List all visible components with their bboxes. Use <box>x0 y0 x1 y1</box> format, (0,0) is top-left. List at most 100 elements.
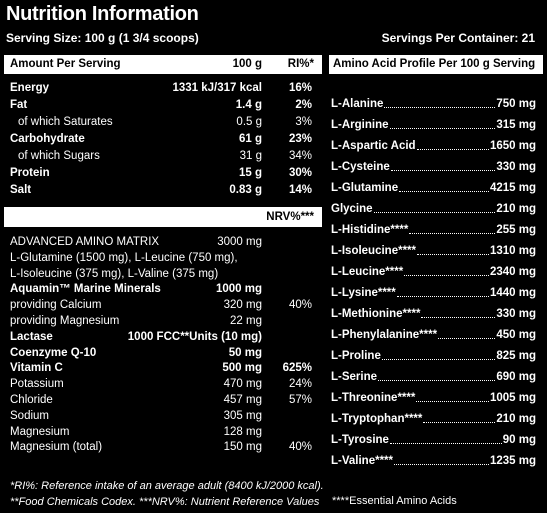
item-amount: 320 mg <box>223 299 262 312</box>
row: Potassium 470 mg 24% <box>10 376 312 392</box>
item-name: providing Magnesium <box>10 315 120 327</box>
item-name: Lactase <box>10 330 53 343</box>
item-name: Chloride <box>10 394 53 406</box>
item-percent: 2% <box>295 99 312 111</box>
leader-dots <box>390 159 496 171</box>
amino-row: L-Lysine**** 1440 mg <box>331 285 536 301</box>
leader-dots <box>416 390 489 402</box>
item-name: Protein <box>10 167 50 179</box>
item-amount: 22 mg <box>230 315 262 327</box>
row: Vitamin C 500 mg 625% <box>10 360 312 376</box>
amino-name: L-Methionine**** <box>331 308 421 320</box>
item-percent: 34% <box>288 150 312 162</box>
item-amount: 1.4 g <box>235 99 262 111</box>
row: Carbohydrate 61 g 23% <box>10 131 312 147</box>
amino-name: L-Proline <box>331 350 381 362</box>
amino-amount: 255 mg <box>496 224 536 236</box>
row: of which Sugars 31 g 34% <box>10 148 312 164</box>
amino-row: L-Glutamine 4215 mg <box>331 180 536 196</box>
item-name: Magnesium <box>10 425 70 438</box>
row: L-Isoleucine (375 mg), L-Valine (375 mg) <box>10 266 312 282</box>
item-amount: 500 mg <box>222 362 262 375</box>
item-percent: 14% <box>288 184 312 196</box>
leader-dots <box>399 180 489 192</box>
amino-name: L-Tyrosine <box>331 434 389 446</box>
amino-row: L-Tyrosine 90 mg <box>331 432 536 448</box>
amino-name: L-Lysine**** <box>331 287 396 299</box>
item-percent: 3% <box>295 116 312 128</box>
amino-amount: 330 mg <box>496 308 536 320</box>
amino-amount: 1650 mg <box>489 140 536 152</box>
row: Energy 1331 kJ/317 kcal 16% <box>10 80 312 96</box>
item-name: ADVANCED AMINO MATRIX <box>10 236 160 248</box>
amino-amount: 750 mg <box>496 98 536 110</box>
amino-row: L-Serine 690 mg <box>331 369 536 385</box>
item-name: Aquamin™ Marine Minerals <box>10 283 161 296</box>
row: Lactase 1000 FCC**Units (10 mg) <box>10 329 312 345</box>
row: Magnesium (total) 150 mg 40% <box>10 439 312 455</box>
item-amount: 0.83 g <box>229 184 262 196</box>
amino-amount: 210 mg <box>496 413 536 425</box>
row: Coenzyme Q-10 50 mg <box>10 345 312 361</box>
item-percent: 40% <box>288 299 312 312</box>
amino-row: L-Arginine 315 mg <box>331 117 536 133</box>
header-percent: RI%* <box>287 58 314 70</box>
row: Protein 15 g 30% <box>10 165 312 181</box>
item-name: Salt <box>10 184 32 196</box>
item-name: L-Glutamine (1500 mg), L-Leucine (750 mg… <box>10 251 238 264</box>
amino-amount: 1235 mg <box>489 455 536 467</box>
row: Salt 0.83 g 14% <box>10 182 312 198</box>
header-label: Amino Acid Profile Per 100 g Serving <box>333 58 536 70</box>
leader-dots <box>438 327 496 339</box>
amino-name: L-Arginine <box>331 119 389 131</box>
serving-size: Serving Size: 100 g (1 3/4 scoops) <box>6 31 199 45</box>
amino-name: L-Leucine**** <box>331 266 404 278</box>
item-name: Vitamin C <box>10 362 63 375</box>
amino-name: L-Cysteine <box>331 161 390 173</box>
item-amount: 470 mg <box>223 378 262 391</box>
amino-amount: 825 mg <box>496 350 536 362</box>
item-name: Carbohydrate <box>10 133 85 145</box>
item-amount: 15 g <box>238 167 262 179</box>
item-name: L-Isoleucine (375 mg), L-Valine (375 mg) <box>10 267 219 280</box>
amino-row: L-Histidine**** 255 mg <box>331 222 536 238</box>
leader-dots <box>416 138 489 150</box>
amino-amount: 1005 mg <box>489 392 536 404</box>
leader-dots <box>394 453 489 465</box>
row: Sodium 305 mg <box>10 408 312 424</box>
amino-amount: 1310 mg <box>489 245 536 257</box>
amino-name: L-Threonine**** <box>331 392 416 404</box>
row: Chloride 457 mg 57% <box>10 392 312 408</box>
amino-amount: 4215 mg <box>489 182 536 194</box>
leader-dots <box>423 411 496 423</box>
leader-dots <box>421 306 496 318</box>
item-amount: 50 mg <box>228 346 262 359</box>
leader-dots <box>378 369 496 381</box>
amino-name: L-Alanine <box>331 98 384 110</box>
item-name: of which Sugars <box>18 150 100 162</box>
servings-per-container: Servings Per Container: 21 <box>381 31 535 45</box>
item-amount: 1331 kJ/317 kcal <box>172 82 262 94</box>
amino-amount: 330 mg <box>496 161 536 173</box>
leader-dots <box>389 117 496 129</box>
amino-amount: 2340 mg <box>489 266 536 278</box>
amino-row: L-Phenylalanine**** 450 mg <box>331 327 536 343</box>
leader-dots <box>396 285 489 297</box>
amino-name: L-Tryptophan**** <box>331 413 423 425</box>
item-amount: 3000 mg <box>217 236 262 248</box>
nutrition-header: Amount Per Serving 100 g RI%* <box>4 55 322 74</box>
row: Aquamin™ Marine Minerals 1000 mg <box>10 281 312 297</box>
item-percent: 40% <box>288 441 312 454</box>
item-amount: 61 g <box>238 133 262 145</box>
amino-row: L-Leucine**** 2340 mg <box>331 264 536 280</box>
amino-amount: 1440 mg <box>489 287 536 299</box>
item-amount: 128 mg <box>223 425 262 438</box>
amino-row: L-Threonine**** 1005 mg <box>331 390 536 406</box>
amino-row: L-Isoleucine**** 1310 mg <box>331 243 536 259</box>
row: Magnesium 128 mg <box>10 424 312 440</box>
item-amount: 457 mg <box>223 394 262 406</box>
item-percent: 24% <box>288 378 312 391</box>
amino-amount: 315 mg <box>496 119 536 131</box>
amino-row: L-Aspartic Acid 1650 mg <box>331 138 536 154</box>
